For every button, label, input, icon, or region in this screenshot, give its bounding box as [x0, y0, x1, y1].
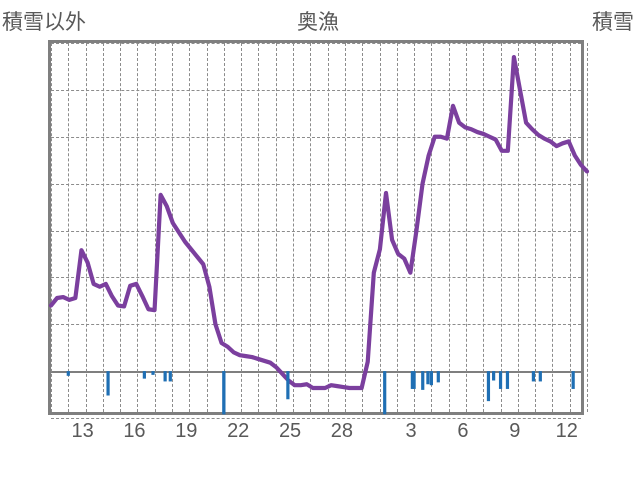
x-tick-label-19: 19 — [175, 420, 197, 443]
snow-change-bar — [572, 371, 575, 389]
snow-change-bar — [487, 371, 490, 401]
snow-change-bar — [67, 371, 70, 376]
snow-change-bar — [430, 371, 433, 385]
x-tick-label-9: 9 — [509, 420, 520, 443]
snow-change-bar — [383, 371, 386, 414]
x-tick-label-6: 6 — [457, 420, 468, 443]
snow-change-bar — [222, 371, 225, 414]
x-tick-label-25: 25 — [279, 420, 301, 443]
snow-change-bar — [106, 371, 109, 395]
snow-change-bar — [539, 371, 542, 381]
snow-change-bar — [143, 371, 146, 379]
vertical-gridline — [587, 43, 588, 412]
chart-container: 積雪以外 奥漁 積雪 -5051015202530357080901001101… — [0, 0, 636, 501]
x-tick-label-22: 22 — [227, 420, 249, 443]
snow-change-bar — [164, 371, 167, 381]
snow-change-bar — [413, 371, 416, 389]
right-axis-title: 積雪 — [592, 6, 634, 36]
x-tick-label-12: 12 — [556, 420, 578, 443]
snow-change-bar — [532, 371, 535, 381]
snow-change-bar — [426, 371, 429, 384]
snow-change-bar — [169, 371, 172, 381]
snow-change-bar — [499, 371, 502, 389]
x-tick-label-13: 13 — [71, 420, 93, 443]
x-tick-label-16: 16 — [123, 420, 145, 443]
snow-change-bar — [437, 371, 440, 382]
horizontal-gridline — [51, 418, 581, 419]
plot-area[interactable]: -505101520253035708090100110120130140150 — [48, 40, 584, 415]
chart-title: 奥漁 — [0, 6, 636, 36]
snow-temperature-line-chart — [51, 43, 587, 418]
snow-change-bar — [506, 371, 509, 389]
value-line-path — [51, 57, 587, 388]
snow-change-bar — [492, 371, 495, 380]
snow-change-bar — [286, 371, 289, 399]
snow-change-bar — [421, 371, 424, 390]
x-tick-label-28: 28 — [331, 420, 353, 443]
snow-change-bar — [151, 371, 154, 375]
x-tick-label-3: 3 — [406, 420, 417, 443]
